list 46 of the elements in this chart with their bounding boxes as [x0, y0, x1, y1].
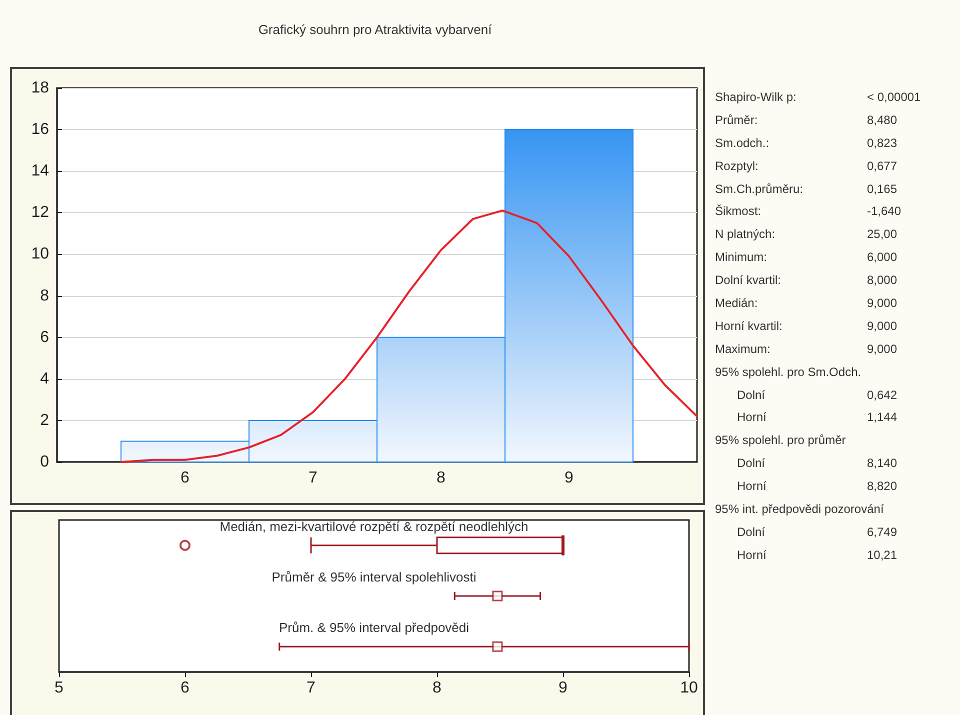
text: 95% int. předpovědi pozorování [715, 501, 884, 518]
text: Rozptyl: 0,677 [715, 158, 898, 173]
text: Šikmost: -1,640 [715, 204, 902, 218]
x-tick-label: 8 [432, 680, 442, 696]
text: 95% spolehl. pro Sm.Odch. [715, 364, 862, 381]
text: Dolní kvartil: 8,000 [715, 273, 898, 288]
y-tick-label: 14 [31, 162, 50, 180]
y-tick-label: 12 [31, 204, 50, 222]
line-series [120, 210, 698, 463]
text: Minimum: 6,000 [715, 250, 898, 264]
x-tick-label: 9 [564, 470, 574, 486]
text: Shapiro-Wilk p: < 0,00001 [715, 90, 921, 104]
y-tick-label: Medián, mezi-kvartilové rozpětí & rozpětí neodlehlých [220, 518, 528, 534]
x-tick-label: 6 [180, 680, 190, 696]
y-tick-label: 0 [40, 454, 50, 470]
y-tick-label: 16 [31, 121, 50, 138]
text: Dolní 0,642 [737, 388, 898, 402]
text: Horní 10,21 [737, 548, 898, 562]
y-tick-label: 6 [40, 328, 50, 346]
y-tick-label: Prům. & 95% interval předpovědi [278, 620, 470, 636]
y-tick-label: 4 [40, 370, 50, 388]
x-tick-label: 8 [436, 470, 446, 486]
text: Dolní 6,749 [737, 524, 898, 539]
x-tick-label: 7 [306, 680, 316, 696]
text: Průměr: 8,480 [715, 112, 898, 127]
x-tick-label: 10 [680, 680, 698, 696]
text: Dolní 8,140 [737, 456, 898, 470]
text: Sm.odch.: 0,823 [715, 136, 898, 150]
y-tick-label: 2 [40, 412, 50, 429]
y-tick-label: 8 [40, 287, 50, 304]
text: N platných: 25,00 [715, 227, 898, 242]
x-tick-label: 9 [558, 680, 568, 696]
y-tick-label: 18 [31, 80, 50, 96]
text: Maximum: 9,000 [715, 342, 898, 356]
text: Horní 8,820 [737, 479, 898, 494]
x-tick-label: 7 [308, 470, 318, 486]
x-tick-label: 6 [180, 470, 190, 486]
text: Medián: 9,000 [715, 296, 898, 310]
x-tick-label: 5 [54, 680, 64, 696]
text: Horní 1,144 [737, 410, 898, 424]
y-tick-label: 10 [31, 246, 50, 263]
chart-title: Grafický souhrn pro Atraktivita vybarvení [258, 22, 492, 37]
text: 95% spolehl. pro průměr [715, 432, 847, 450]
y-tick-label: Průměr & 95% interval spolehlivosti [272, 570, 476, 584]
text: Horní kvartil: 9,000 [715, 318, 898, 333]
text: Sm.Ch.průměru: 0,165 [715, 182, 898, 196]
